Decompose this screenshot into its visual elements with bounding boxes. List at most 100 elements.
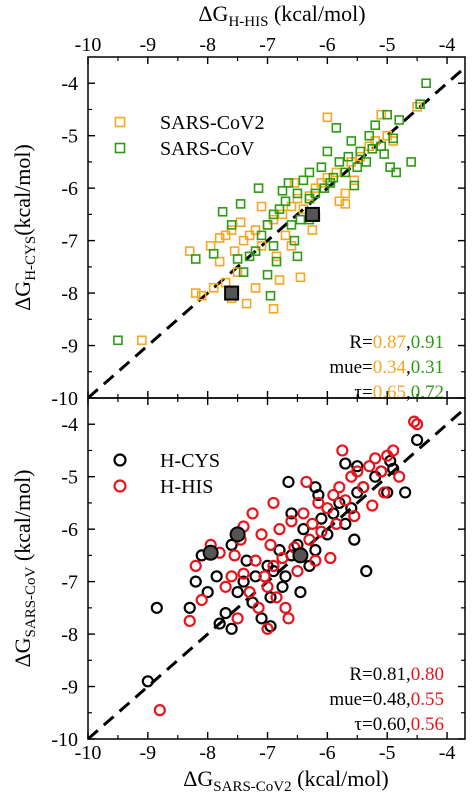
top-highlight-point [224,285,240,301]
top-y-tick-label: -5 [61,126,78,148]
bottom-data-point [276,551,289,565]
top-data-point [232,254,243,264]
bottom-y-tick-label: -4 [61,414,78,436]
top-data-point [214,233,225,243]
bottom-data-point [300,475,313,489]
bottom-data-point [330,517,343,531]
bottom-data-point [213,617,226,630]
top-stat-value-2: 0.31 [411,357,444,378]
top-data-point [361,157,372,167]
bottom-data-point [315,512,328,525]
bottom-data-point [273,523,286,536]
bottom-data-point [339,457,352,470]
top-data-point [250,283,261,293]
bottom-legend-marker-h-cys [113,453,127,467]
bottom-stat-value-2: 0.56 [411,714,444,735]
top-data-point [412,102,422,112]
bottom-data-point [411,433,424,447]
top-data-point [289,178,300,188]
top-data-point [322,112,333,123]
top-data-point [238,235,249,246]
top-data-point [415,99,425,110]
top-data-point [334,196,345,207]
bottom-data-point [291,565,304,578]
bottom-data-point [387,444,400,457]
top-data-point [256,230,267,241]
top-data-point [235,217,246,228]
top-data-point [340,188,351,199]
bottom-data-point [267,565,280,578]
top-data-point [406,157,416,167]
top-data-point [316,178,327,188]
top-data-point [304,191,315,201]
bottom-series-h-cys [141,433,424,688]
top-data-point [217,206,228,217]
top-data-point [268,214,279,225]
bottom-stat-sep: , [406,689,411,710]
top-data-point [208,248,219,259]
bottom-data-point [339,494,352,507]
top-data-point [322,172,333,183]
top-axis-title-prefix: ΔG [198,1,228,26]
top-data-point [235,199,246,209]
bottom-legend-marker-h-his [113,479,127,493]
top-data-point [232,267,243,277]
top-stat-sep: , [406,332,411,353]
top-data-point [310,183,321,193]
bottom-data-point [366,499,379,512]
top-x-tick-label: -6 [319,34,336,56]
bottom-x-tick-label: -10 [75,742,102,764]
bottom-data-point [399,486,412,499]
bottom-data-point [348,533,361,546]
top-data-point [346,157,357,167]
bottom-data-point [225,622,238,635]
bottom-highlight-point [229,526,246,543]
bottom-stat-value-2: 0.55 [411,689,444,710]
bottom-x-tick-label: -5 [379,742,396,764]
top-data-point [298,175,309,186]
top-data-point [349,180,360,191]
top-data-point [262,220,273,230]
bottom-x-tick-label: -9 [140,742,157,764]
top-data-point [364,130,375,141]
bottom-y-tick-label: -10 [51,729,78,751]
top-y-tick-label: -7 [61,231,78,253]
bottom-data-point [255,612,268,625]
top-highlight-point [304,206,320,222]
bottom-data-point [258,570,271,583]
bottom-data-point [378,486,391,499]
top-stat-label: mue= [329,357,372,378]
bottom-data-point [225,538,238,551]
top-data-point [376,109,387,120]
top-data-point [271,251,282,262]
bottom-data-point [363,460,376,473]
top-data-point [286,201,297,212]
bottom-data-point [270,591,283,604]
bottom-x-tick-label: -4 [439,742,456,764]
bottom-stat-line: mue=0.48,0.55 [329,689,444,710]
bottom-data-point [255,528,268,541]
bottom-y-axis-title-suffix: (kcal/mol) [10,469,35,566]
top-axis-title-sub: H-HIS [228,14,268,30]
bottom-panel: -10 -9 -8 -7 -6 -5 -4 -10 -9 -8 -7 -6 -5 -4 ΔGSARS-CoV… [10,397,466,764]
top-x-tick-label: -4 [439,34,456,56]
bottom-stat-line: R=0.81,0.80 [349,664,444,685]
bottom-series-h-his [153,415,424,717]
top-data-point [238,267,249,277]
top-stat-value-1: 0.87 [373,332,406,353]
top-data-point [295,272,306,283]
bottom-stat-value-1: 0.81 [373,664,406,685]
bottom-stat-label: τ= [354,714,372,735]
top-data-point [310,188,321,199]
top-legend-marker-sars-cov2 [114,116,126,128]
top-data-point [286,220,297,230]
top-data-point [226,225,237,235]
top-data-point [379,149,390,159]
bottom-data-point [279,570,292,583]
top-data-point [385,162,395,172]
top-data-point [328,172,339,183]
bottom-data-point [264,620,277,633]
top-data-point [280,230,291,241]
bottom-data-point [369,452,382,465]
bottom-axis-title-sub: SARS-CoV2 [213,779,291,795]
